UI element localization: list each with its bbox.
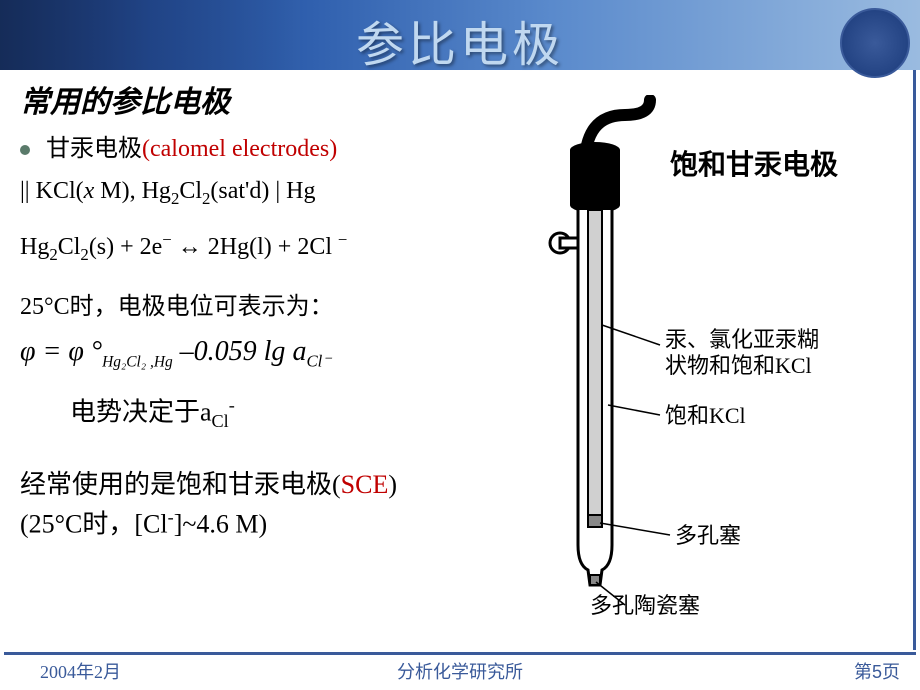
label-paste: 汞、氯化亚汞糊状物和饱和KCl [665,327,865,380]
label-kcl: 饱和KCl [665,403,746,429]
border-right [913,70,916,650]
label-plug: 多孔塞 [675,523,741,549]
potential-determines: 电势决定于aCl- [70,392,520,435]
concentration-line: (25°C时，[Cl-]~4.6 M) [20,504,520,544]
content-subtitle: 常用的参比电极 [20,80,520,125]
university-logo [840,8,910,78]
electrode-name-cn: 甘汞电极 [46,136,142,162]
half-cell-notation: || KCl(x M), Hg2Cl2(sat'd) | Hg [20,173,520,211]
footer-page: 第5页 [854,658,900,684]
electrode-diagram: 饱和甘汞电极 汞、氯化亚汞糊状物和饱和KCl 饱和KCl 多孔塞 多孔陶瓷塞 [530,95,910,635]
electrode-name-en: (calomel electrodes) [142,136,337,162]
slide-footer: 2004年2月 分析化学研究所 第5页 [0,660,920,684]
potential-intro: 25°C时，电极电位可表示为： [20,289,520,325]
nernst-equation: φ = φ °Hg₂Cl₂ ,Hg –0.059 lg aCl⁻ [20,331,520,374]
bullet-line: 甘汞电极(calomel electrodes) [20,131,520,167]
border-bottom [4,652,916,655]
label-ceramic: 多孔陶瓷塞 [590,593,700,619]
content-area: 常用的参比电极 甘汞电极(calomel electrodes) || KCl(… [20,80,520,544]
half-reaction: Hg2Cl2(s) + 2e− ↔ 2Hg(l) + 2Cl − [20,227,520,267]
slide-title: 参比电极 [0,5,920,75]
bullet-icon [20,145,30,155]
common-electrode: 经常使用的是饱和甘汞电极(SCE) [20,465,520,504]
footer-institute: 分析化学研究所 [0,658,920,684]
